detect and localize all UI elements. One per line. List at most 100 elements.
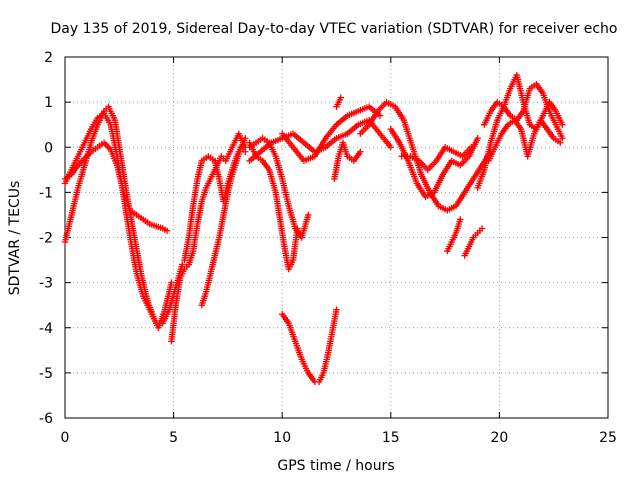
sample-marker bbox=[497, 132, 504, 140]
sample-marker bbox=[558, 119, 565, 126]
sample-marker bbox=[395, 137, 402, 145]
sample-marker bbox=[237, 146, 244, 153]
y-tick-label: -3 bbox=[39, 276, 53, 292]
sample-marker bbox=[549, 133, 556, 140]
x-tick-label: 0 bbox=[61, 430, 70, 446]
sample-marker bbox=[468, 177, 476, 184]
sample-marker bbox=[450, 203, 457, 211]
axis-ticks bbox=[64, 56, 609, 419]
sample-marker bbox=[472, 232, 479, 239]
sample-marker bbox=[167, 281, 175, 289]
chart-title: Day 135 of 2019, Sidereal Day-to-day VTE… bbox=[51, 21, 618, 37]
sample-marker bbox=[456, 218, 463, 225]
sample-marker bbox=[298, 138, 306, 145]
sample-marker bbox=[209, 156, 216, 163]
sample-marker bbox=[139, 290, 146, 298]
y-tick-label: 0 bbox=[44, 140, 53, 156]
sample-marker bbox=[386, 142, 393, 149]
sample-marker bbox=[228, 173, 235, 180]
y-tick-label: -5 bbox=[39, 366, 53, 382]
sample-marker bbox=[448, 147, 455, 154]
sample-marker bbox=[408, 141, 415, 149]
sample-marker bbox=[343, 150, 350, 158]
x-tick-label: 25 bbox=[599, 430, 617, 446]
sample-marker bbox=[291, 335, 298, 343]
series-sat-c bbox=[61, 110, 186, 327]
y-tick-label: 2 bbox=[44, 50, 53, 66]
y-tick-label: -2 bbox=[39, 231, 53, 247]
sample-marker bbox=[271, 150, 278, 158]
x-tick-label: 15 bbox=[382, 430, 400, 446]
sample-marker bbox=[530, 132, 537, 140]
sample-marker bbox=[299, 155, 306, 163]
series-sat-i bbox=[279, 306, 340, 386]
sample-marker bbox=[120, 191, 127, 198]
sample-marker bbox=[224, 191, 231, 198]
series-sat-h bbox=[246, 135, 312, 241]
sample-marker bbox=[454, 160, 462, 168]
sample-marker bbox=[73, 155, 81, 162]
x-axis-label: GPS time / hours bbox=[277, 458, 394, 474]
sample-marker bbox=[280, 241, 288, 248]
sample-marker bbox=[438, 173, 446, 180]
sample-marker bbox=[464, 154, 471, 162]
sample-marker bbox=[336, 96, 343, 104]
sample-marker bbox=[457, 151, 464, 159]
sample-marker bbox=[480, 168, 487, 176]
sample-marker bbox=[440, 145, 448, 153]
sample-marker bbox=[232, 159, 240, 167]
sample-marker bbox=[193, 177, 201, 185]
sample-marker bbox=[434, 200, 441, 208]
sample-marker bbox=[486, 110, 493, 117]
sample-marker bbox=[493, 119, 500, 126]
y-tick-label: -4 bbox=[39, 321, 53, 337]
sample-marker bbox=[319, 371, 326, 379]
series-sat-q bbox=[444, 216, 464, 255]
sample-marker bbox=[80, 141, 87, 149]
sample-marker bbox=[464, 245, 472, 252]
sample-marker bbox=[276, 135, 284, 143]
sample-marker bbox=[516, 124, 524, 131]
sample-marker bbox=[161, 226, 169, 233]
sample-marker bbox=[284, 318, 291, 325]
data-marks bbox=[61, 71, 566, 386]
sample-marker bbox=[144, 219, 151, 226]
tick-labels: 0 5 10 15 20 25 -6 -5 -4 -3 -2 -1 0 1 2 bbox=[39, 50, 617, 446]
sample-marker bbox=[486, 141, 494, 149]
series-sat-p bbox=[398, 144, 475, 174]
series-sat-u bbox=[485, 116, 564, 164]
sample-marker bbox=[227, 146, 235, 153]
sample-marker bbox=[389, 102, 397, 109]
sample-marker bbox=[304, 213, 311, 221]
sample-marker bbox=[288, 142, 295, 149]
sample-marker bbox=[255, 150, 262, 157]
sample-marker bbox=[425, 187, 433, 194]
y-tick-label: -1 bbox=[39, 185, 53, 201]
sample-marker bbox=[309, 153, 316, 161]
sample-marker bbox=[413, 156, 421, 163]
sample-marker bbox=[328, 331, 335, 338]
sample-marker bbox=[98, 111, 106, 119]
sample-marker bbox=[476, 227, 484, 234]
sample-marker bbox=[110, 114, 118, 122]
sample-marker bbox=[219, 213, 227, 221]
y-tick-label: -6 bbox=[39, 411, 53, 427]
x-tick-label: 20 bbox=[490, 430, 508, 446]
sample-marker bbox=[332, 308, 340, 316]
sample-marker bbox=[399, 115, 406, 122]
sample-marker bbox=[498, 101, 505, 109]
sample-marker bbox=[331, 123, 339, 130]
sample-marker bbox=[257, 156, 264, 163]
sample-marker bbox=[105, 144, 113, 152]
sample-marker bbox=[176, 277, 183, 284]
sample-marker bbox=[189, 204, 197, 212]
sample-marker bbox=[447, 159, 454, 166]
sample-marker bbox=[208, 173, 215, 180]
sample-marker bbox=[206, 272, 214, 280]
sample-marker bbox=[505, 110, 513, 118]
sample-marker bbox=[284, 200, 292, 207]
sample-marker bbox=[538, 88, 545, 95]
sample-marker bbox=[451, 232, 459, 239]
sample-marker bbox=[352, 108, 360, 116]
